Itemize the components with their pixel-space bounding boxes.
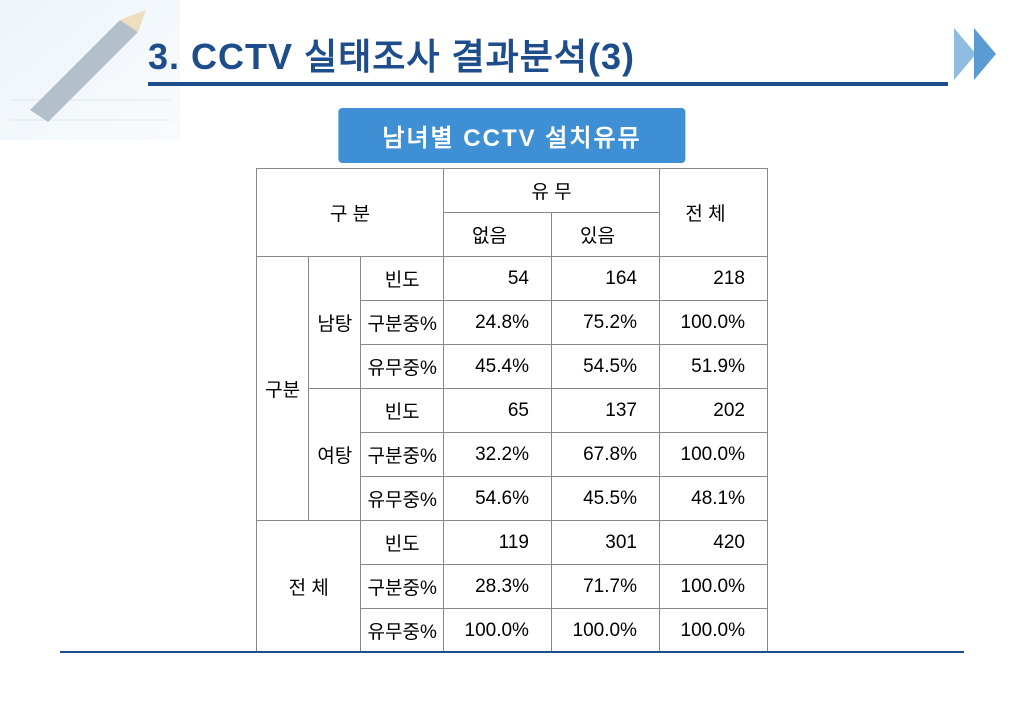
page-title-block: 3. CCTV 실태조사 결과분석(3) [148, 28, 948, 86]
metric-cell: 유무중% [361, 477, 444, 521]
value-cell: 54.5% [551, 345, 659, 389]
value-cell: 100.0% [659, 565, 767, 609]
value-cell: 32.2% [443, 433, 551, 477]
group-label: 여탕 [309, 389, 361, 521]
th-no: 없음 [443, 213, 551, 257]
value-cell: 119 [443, 521, 551, 565]
metric-cell: 빈도 [361, 389, 444, 433]
value-cell: 45.4% [443, 345, 551, 389]
page-title-underline [148, 82, 948, 86]
th-yes: 있음 [551, 213, 659, 257]
table-row: 구분 남탕 빈도 54 164 218 [257, 257, 768, 301]
page-title: 3. CCTV 실태조사 결과분석(3) [148, 28, 948, 80]
value-cell: 100.0% [443, 609, 551, 653]
value-cell: 137 [551, 389, 659, 433]
subtitle-wrap: 남녀별 CCTV 설치유뮤 [338, 108, 685, 163]
table-header-row-1: 구 분 유 무 전 체 [257, 169, 768, 213]
chevron-decorative-icon [954, 28, 1024, 80]
metric-cell: 빈도 [361, 521, 444, 565]
value-cell: 67.8% [551, 433, 659, 477]
value-cell: 45.5% [551, 477, 659, 521]
subtitle-pill: 남녀별 CCTV 설치유뮤 [338, 108, 685, 163]
th-total: 전 체 [659, 169, 767, 257]
value-cell: 202 [659, 389, 767, 433]
table-row: 여탕 빈도 65 137 202 [257, 389, 768, 433]
value-cell: 71.7% [551, 565, 659, 609]
metric-cell: 유무중% [361, 609, 444, 653]
value-cell: 100.0% [659, 609, 767, 653]
value-cell: 65 [443, 389, 551, 433]
value-cell: 24.8% [443, 301, 551, 345]
value-cell: 301 [551, 521, 659, 565]
metric-cell: 구분중% [361, 301, 444, 345]
metric-cell: 구분중% [361, 433, 444, 477]
total-block-label: 전 체 [257, 521, 361, 653]
metric-cell: 구분중% [361, 565, 444, 609]
row-group-label: 구분 [257, 257, 309, 521]
value-cell: 420 [659, 521, 767, 565]
value-cell: 100.0% [551, 609, 659, 653]
value-cell: 54 [443, 257, 551, 301]
metric-cell: 빈도 [361, 257, 444, 301]
value-cell: 51.9% [659, 345, 767, 389]
th-group: 유 무 [443, 169, 659, 213]
data-table-wrap: 구 분 유 무 전 체 없음 있음 구분 남탕 빈도 54 164 218 구분… [256, 168, 768, 653]
table-row: 전 체 빈도 119 301 420 [257, 521, 768, 565]
bottom-rule [60, 651, 964, 653]
value-cell: 48.1% [659, 477, 767, 521]
value-cell: 100.0% [659, 301, 767, 345]
value-cell: 75.2% [551, 301, 659, 345]
value-cell: 164 [551, 257, 659, 301]
value-cell: 54.6% [443, 477, 551, 521]
value-cell: 28.3% [443, 565, 551, 609]
metric-cell: 유무중% [361, 345, 444, 389]
th-category: 구 분 [257, 169, 444, 257]
group-label: 남탕 [309, 257, 361, 389]
value-cell: 218 [659, 257, 767, 301]
value-cell: 100.0% [659, 433, 767, 477]
data-table: 구 분 유 무 전 체 없음 있음 구분 남탕 빈도 54 164 218 구분… [256, 168, 768, 653]
